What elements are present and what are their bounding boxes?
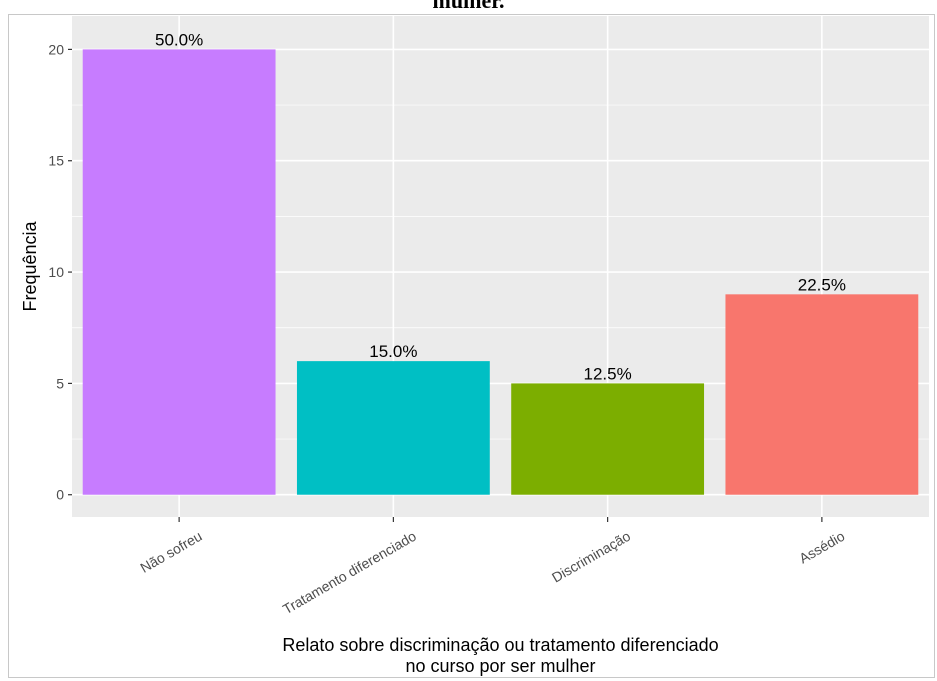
y-axis: 0 5 10 15 20 [48,41,72,503]
bar-value-label: 15.0% [369,342,417,361]
x-tick-label: Não sofreu [137,528,204,576]
x-tick-label: Tratamento diferenciado [280,528,419,618]
y-tick-label: 5 [56,375,64,391]
y-tick-label: 0 [56,487,64,503]
bar-value-label: 22.5% [798,275,846,294]
bar-value-labels: 50.0% 15.0% 12.5% 22.5% [155,30,846,383]
x-axis: Não sofreu Tratamento diferenciado Discrim… [137,517,848,618]
bar [82,49,276,495]
bar-value-label: 50.0% [155,30,203,49]
figure-frame [8,14,935,678]
y-tick-label: 20 [48,41,64,57]
chart-title: mulher. [432,0,505,13]
x-tick-label: Discriminação [549,528,633,586]
x-tick-label: Assédio [796,528,847,567]
bars [82,49,919,495]
x-axis-title-line-1: Relato sobre discriminação ou tratamento… [282,635,718,655]
bar [725,294,919,495]
bar [511,383,705,495]
y-tick-label: 15 [48,153,64,169]
bar [296,361,490,495]
y-tick-label: 10 [48,264,64,280]
bar-value-label: 12.5% [584,364,632,383]
x-axis-title-line-2: no curso por ser mulher [405,656,595,676]
y-axis-title: Frequência [20,220,40,311]
